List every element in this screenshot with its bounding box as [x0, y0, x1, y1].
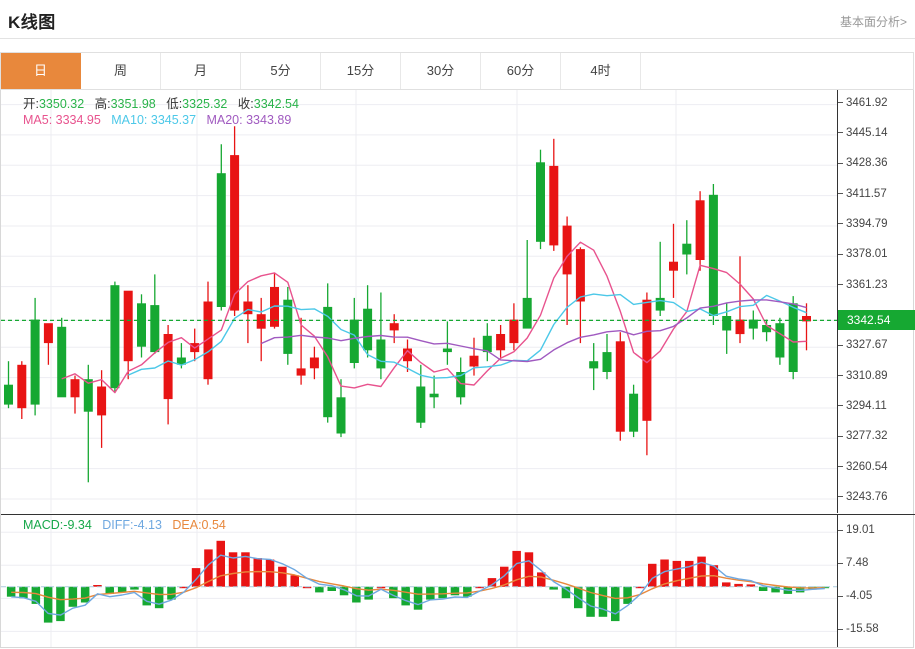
tab-5分[interactable]: 5分 — [241, 53, 321, 89]
price-axis-tick: 3428.36 — [838, 157, 888, 169]
chart-frame: 开:3350.32 高:3351.98 低:3325.32 收:3342.54 … — [0, 90, 915, 648]
fundamental-analysis-link[interactable]: 基本面分析> — [839, 15, 907, 29]
diff-value: DIFF:-4.13 — [102, 518, 162, 532]
timeframe-tabbar: 日周月 5分 15分 30分 60分 4时 — [0, 52, 914, 90]
header-divider — [0, 38, 915, 39]
low-label: 低: — [166, 97, 183, 111]
open-value: 3350.32 — [38, 97, 85, 111]
tab-4时[interactable]: 4时 — [561, 53, 641, 89]
tab-日[interactable]: 日 — [1, 53, 81, 89]
macd-chart-panel[interactable]: MACD:-9.34 DIFF:-4.13 DEA:0.54 — [1, 514, 837, 647]
price-axis-tick: 3327.67 — [838, 339, 888, 351]
macd-axis-tick: 7.48 — [838, 557, 868, 569]
price-axis-tick: 3277.32 — [838, 430, 888, 442]
close-label: 收: — [237, 97, 254, 111]
page-header: K线图 基本面分析> — [0, 0, 915, 38]
macd-axis-tick: -15.58 — [838, 623, 879, 635]
price-axis-tick: 3243.76 — [838, 491, 888, 503]
tabbar-filler — [641, 53, 913, 89]
price-axis: 3461.92 3445.14 3428.36 3411.57 3394.79 3378.… — [837, 90, 915, 513]
macd-axis: 19.01 7.48 -4.05 -15.58 — [837, 514, 915, 647]
high-value: 3351.98 — [110, 97, 156, 111]
tab-周[interactable]: 周 — [81, 53, 161, 89]
ma5-legend: MA5: 3334.95 — [23, 113, 101, 127]
price-axis-tick: 3260.54 — [838, 461, 888, 473]
ma20-legend: MA20: 3343.89 — [206, 113, 292, 127]
price-axis-tick: 3445.14 — [838, 127, 888, 139]
high-label: 高: — [94, 97, 111, 111]
macd-legend: MACD:-9.34 DIFF:-4.13 DEA:0.54 — [23, 518, 226, 532]
price-axis-tick: 3361.23 — [838, 279, 888, 291]
ma-legend: MA5: 3334.95 MA10: 3345.37 MA20: 3343.89 — [23, 113, 291, 127]
price-chart-panel[interactable]: 开:3350.32 高:3351.98 低:3325.32 收:3342.54 … — [1, 90, 837, 513]
open-label: 开: — [23, 97, 39, 111]
price-axis-tick: 3411.57 — [838, 188, 887, 200]
price-axis-tick: 3461.92 — [838, 97, 888, 109]
ma10-legend: MA10: 3345.37 — [111, 113, 197, 127]
price-axis-tick: 3394.79 — [838, 218, 888, 230]
price-axis-tick: 3310.89 — [838, 370, 888, 382]
macd-axis-tick: -4.05 — [838, 590, 872, 602]
price-axis-tick: 3378.01 — [838, 248, 888, 260]
low-value: 3325.32 — [182, 97, 228, 111]
tab-30分[interactable]: 30分 — [401, 53, 481, 89]
ohlc-legend: 开:3350.32 高:3351.98 低:3325.32 收:3342.54 — [23, 96, 299, 113]
macd-value: MACD:-9.34 — [23, 518, 92, 532]
tab-60分[interactable]: 60分 — [481, 53, 561, 89]
dea-value: DEA:0.54 — [172, 518, 226, 532]
tab-15分[interactable]: 15分 — [321, 53, 401, 89]
tab-月[interactable]: 月 — [161, 53, 241, 89]
price-axis-tick: 3294.11 — [838, 400, 887, 412]
page-title: K线图 — [8, 13, 56, 32]
macd-axis-tick: 19.01 — [838, 524, 875, 536]
close-value: 3342.54 — [253, 97, 299, 111]
current-price-badge: 3342.54 — [838, 310, 915, 331]
